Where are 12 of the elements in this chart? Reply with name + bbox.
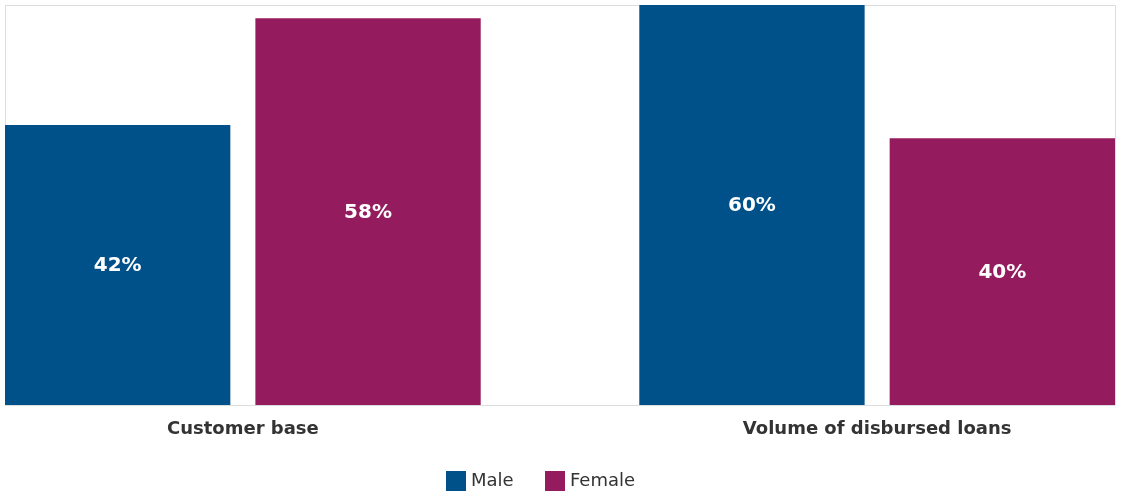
x-tick-label: Customer base [166, 416, 319, 438]
bar [639, 5, 865, 405]
bar [889, 138, 1115, 405]
bar [5, 125, 231, 405]
data-label: 60% [728, 192, 776, 216]
bar [255, 18, 481, 405]
data-label: 42% [93, 252, 142, 276]
x-tick-label: Volume of disbursed loans [742, 416, 1012, 438]
data-label: 58% [344, 198, 392, 223]
legend-label: Female [570, 469, 636, 490]
data-label: 40% [978, 258, 1027, 283]
legend-label: Male [471, 469, 514, 490]
